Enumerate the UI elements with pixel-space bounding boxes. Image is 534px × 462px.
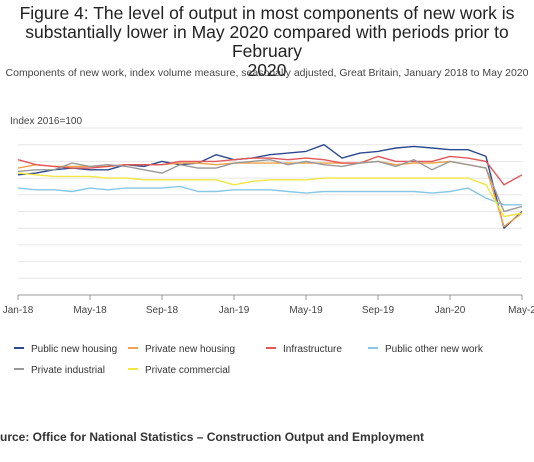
legend-label: Public new housing [31,344,117,355]
chart-title: Figure 4: The level of output in most co… [0,4,534,80]
series-line [17,159,523,213]
x-tick-label: May-19 [289,305,323,316]
x-tick-label: May-2 [508,305,534,316]
legend: Public new housing Private new housing Inf… [14,344,484,376]
x-tick-label: May-18 [73,305,107,316]
series-line [17,144,523,229]
series-line [17,185,522,206]
x-tick-label: Jan-19 [219,305,250,316]
series-line [17,160,523,228]
series-line [17,172,523,218]
chart-subtitle: Components of new work, index volume mea… [5,67,529,79]
legend-label: Private industrial [31,365,105,376]
x-tick-label: Sep-18 [146,305,179,316]
chart-title-line: 2020 [247,60,287,80]
legend-label: Private new housing [145,344,235,355]
chart-title-line: substantially lower in May 2020 compared… [25,22,509,61]
x-tick-label: Jan-18 [3,305,34,316]
legend-label: Infrastructure [283,344,342,355]
legend-label: Public other new work [385,344,484,355]
legend-label: Private commercial [145,365,230,376]
series-lines [17,144,523,229]
x-tick-label: Jan-20 [435,305,466,316]
source-note: urce: Office for National Statistics – C… [0,430,425,444]
x-tick-label: Sep-19 [362,305,395,316]
series-line [17,155,523,186]
chart-title-line: Figure 4: The level of output in most co… [19,3,515,23]
gridlines [18,127,522,279]
y-axis-title: Index 2016=100 [10,116,82,127]
x-axis: Jan-18 May-18 Sep-18 Jan-19 May-19 Sep-19 Jan-… [3,294,534,316]
